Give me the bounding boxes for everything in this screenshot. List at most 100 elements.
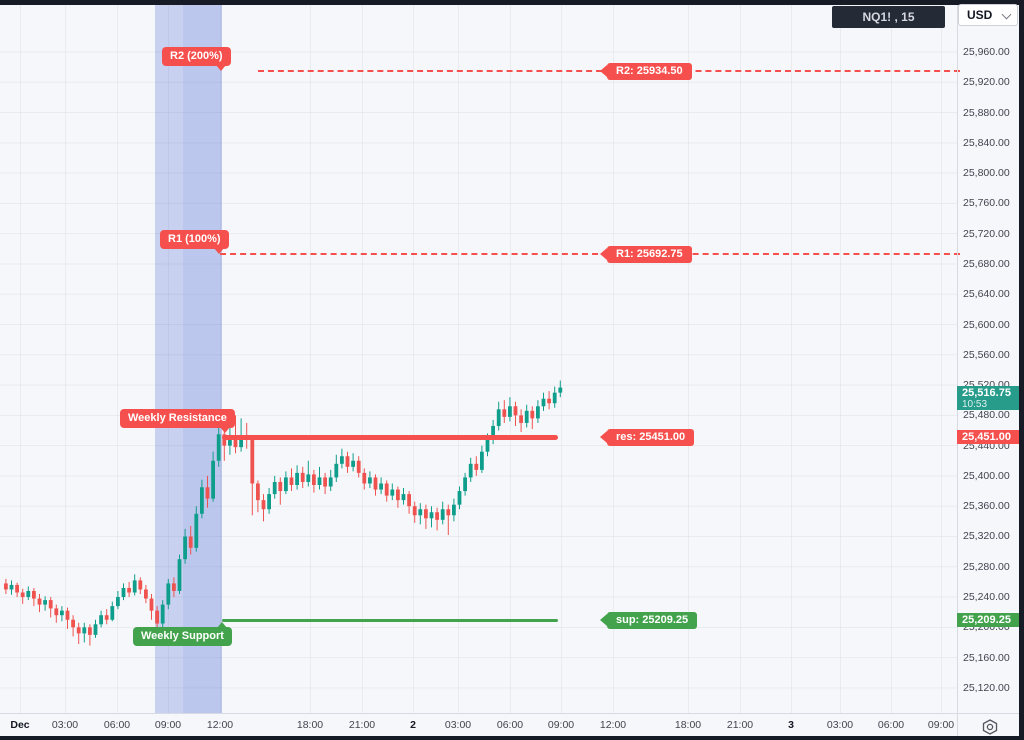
price-tick: 25,680.00 bbox=[963, 257, 1010, 270]
candle-body bbox=[424, 509, 428, 519]
price-tick: 25,720.00 bbox=[963, 227, 1010, 240]
r1-tag[interactable]: R1 (100%) bbox=[160, 230, 229, 255]
candle-body bbox=[228, 436, 232, 446]
candle-body bbox=[4, 583, 8, 590]
candle-body bbox=[121, 587, 126, 598]
currency-value: USD bbox=[967, 8, 993, 22]
price-tick: 25,240.00 bbox=[963, 591, 1010, 604]
candle-body bbox=[429, 512, 434, 519]
candle-body bbox=[401, 494, 406, 501]
last-price-badge: 25,516.75 10:53 bbox=[957, 386, 1019, 410]
candle-body bbox=[351, 460, 355, 467]
price-tick: 25,400.00 bbox=[963, 469, 1010, 482]
candle-body bbox=[15, 584, 19, 593]
candle-body bbox=[547, 398, 551, 404]
candle-body bbox=[54, 608, 59, 616]
candle-body bbox=[502, 409, 507, 417]
price-tick: 25,880.00 bbox=[963, 106, 1010, 119]
candle-body bbox=[144, 589, 148, 599]
support-line[interactable] bbox=[222, 618, 558, 622]
candle-body bbox=[93, 624, 98, 635]
last-price: 25,516.75 bbox=[962, 387, 1011, 399]
candle-body bbox=[37, 598, 42, 605]
time-axis-separator bbox=[0, 713, 1019, 714]
candle-body bbox=[412, 506, 417, 516]
candle-body bbox=[110, 606, 115, 620]
r1-price-label[interactable]: R1: 25692.75 bbox=[600, 245, 692, 263]
candle-body bbox=[396, 489, 400, 501]
candle-body bbox=[289, 477, 294, 486]
currency-select[interactable]: USD bbox=[958, 4, 1018, 26]
resistance-price-label[interactable]: res: 25451.00 bbox=[599, 428, 695, 446]
window-frame-bottom bbox=[0, 736, 1024, 740]
candle-body bbox=[440, 509, 445, 520]
symbol-interval-badge[interactable]: NQ1! , 15 bbox=[832, 6, 945, 28]
candle-body bbox=[368, 477, 372, 484]
candle-body bbox=[9, 584, 14, 590]
candle-body bbox=[345, 456, 350, 467]
time-tick: 06:00 bbox=[496, 719, 524, 731]
resistance-line[interactable] bbox=[222, 434, 558, 440]
bar-countdown: 10:53 bbox=[962, 399, 988, 410]
price-tick: 25,640.00 bbox=[963, 288, 1010, 301]
candle-body bbox=[149, 598, 154, 611]
candle-body bbox=[188, 536, 193, 548]
time-tick: Dec bbox=[10, 719, 30, 731]
price-axis[interactable]: 25,960.00 25,920.00 25,880.00 25,840.00 25,8… bbox=[958, 5, 1019, 713]
session-highlight bbox=[155, 5, 222, 713]
candle-body bbox=[194, 513, 199, 548]
candle-body bbox=[284, 477, 288, 492]
candle-body bbox=[463, 477, 467, 492]
support-price-label[interactable]: sup: 25209.25 bbox=[599, 611, 698, 629]
candle-body bbox=[200, 487, 204, 514]
r2-price-label[interactable]: R2: 25934.50 bbox=[600, 62, 692, 80]
support-tag[interactable]: Weekly Support bbox=[133, 622, 232, 647]
time-tick: 03:00 bbox=[51, 719, 79, 731]
resistance-tag[interactable]: Weekly Resistance bbox=[120, 409, 235, 434]
price-tick: 25,560.00 bbox=[963, 348, 1010, 361]
candle-body bbox=[446, 509, 451, 516]
candle-body bbox=[491, 425, 495, 440]
candle-body bbox=[166, 583, 171, 605]
candle-body bbox=[172, 583, 176, 591]
candle-body bbox=[267, 494, 271, 510]
settings-hex-icon bbox=[982, 719, 998, 735]
candle-body bbox=[99, 615, 103, 625]
candle-body bbox=[26, 590, 31, 598]
price-tick: 25,960.00 bbox=[963, 46, 1010, 58]
time-tick: 09:00 bbox=[927, 719, 955, 731]
chevron-down-icon bbox=[1001, 9, 1012, 20]
time-tick: 21:00 bbox=[726, 719, 754, 731]
candle-body bbox=[300, 472, 305, 482]
candle-body bbox=[222, 434, 227, 446]
time-axis[interactable]: Dec 03:00 06:00 09:00 12:00 18:00 21:00 2 03:00 0… bbox=[0, 714, 957, 736]
candle-body bbox=[155, 610, 159, 624]
candle-body bbox=[362, 472, 367, 484]
candle-body bbox=[239, 436, 243, 448]
price-axis-separator bbox=[957, 5, 958, 736]
time-tick: 12:00 bbox=[599, 719, 627, 731]
candle-body bbox=[116, 597, 120, 607]
candle-body bbox=[261, 500, 266, 510]
candle-body bbox=[60, 610, 64, 616]
candle-body bbox=[278, 481, 283, 492]
price-tick: 25,800.00 bbox=[963, 167, 1010, 180]
candle-body bbox=[379, 483, 383, 490]
candle-body bbox=[384, 483, 389, 496]
candle-body bbox=[295, 472, 299, 486]
candle-body bbox=[32, 590, 36, 599]
chart-pane[interactable] bbox=[0, 0, 957, 713]
time-tick: 06:00 bbox=[877, 719, 905, 731]
r1-line[interactable] bbox=[220, 253, 960, 256]
support-price-badge: 25,209.25 bbox=[957, 613, 1019, 627]
candle-body bbox=[407, 494, 411, 507]
time-axis-settings-button[interactable] bbox=[981, 719, 999, 735]
candle-body bbox=[65, 610, 70, 620]
resistance-price-badge: 25,451.00 bbox=[957, 430, 1019, 444]
candle-body bbox=[390, 489, 395, 496]
r2-tag[interactable]: R2 (200%) bbox=[162, 47, 231, 72]
candle-body bbox=[373, 477, 378, 490]
candle-body bbox=[418, 509, 423, 516]
time-tick: 18:00 bbox=[296, 719, 324, 731]
